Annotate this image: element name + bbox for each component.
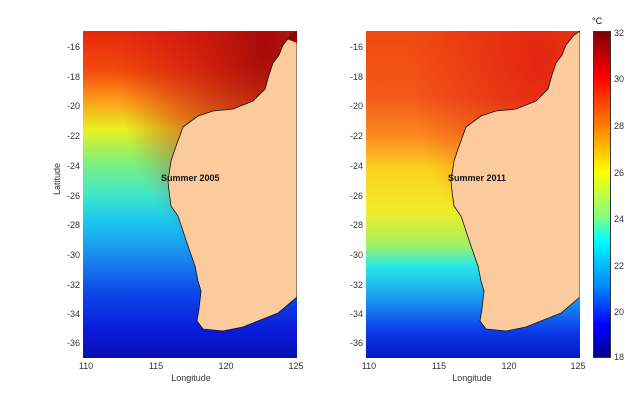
x-tick: 115 — [148, 361, 164, 371]
map-2005-graphic — [83, 31, 297, 358]
y-tick: -32 — [349, 280, 363, 290]
colorbar-tick: 32 — [614, 28, 625, 38]
y-tick: -16 — [349, 42, 363, 52]
sst-map-2011 — [366, 31, 580, 358]
y-tick: -34 — [349, 309, 363, 319]
y-tick: -32 — [66, 280, 80, 290]
colorbar-tick: 26 — [614, 168, 625, 178]
x-axis-label-right: Longitude — [452, 373, 492, 383]
x-tick: 110 — [78, 361, 94, 371]
y-tick: -26 — [66, 191, 80, 201]
x-tick: 125 — [288, 361, 304, 371]
x-axis-label-left: Longitude — [171, 373, 211, 383]
y-tick: -22 — [349, 131, 363, 141]
y-tick: -20 — [349, 101, 363, 111]
y-tick: -24 — [349, 161, 363, 171]
y-tick: -36 — [349, 338, 363, 348]
x-tick: 125 — [570, 361, 586, 371]
y-tick: -26 — [349, 191, 363, 201]
y-axis-label: Latitude — [52, 162, 62, 195]
colorbar-tick: 20 — [614, 307, 625, 317]
x-tick: 110 — [361, 361, 377, 371]
y-tick: -18 — [349, 72, 363, 82]
x-tick: 115 — [431, 361, 447, 371]
annotation-summer-2005: Summer 2005 — [161, 173, 220, 183]
y-tick: -18 — [66, 72, 80, 82]
land-australia — [167, 31, 297, 332]
y-tick: -24 — [66, 161, 80, 171]
y-tick: -36 — [66, 338, 80, 348]
y-tick: -28 — [349, 220, 363, 230]
y-tick: -16 — [66, 42, 80, 52]
y-tick: -34 — [66, 309, 80, 319]
sst-map-2005 — [83, 31, 297, 358]
y-tick: -30 — [66, 250, 80, 260]
map-2011-graphic — [366, 31, 580, 358]
y-tick: -30 — [349, 250, 363, 260]
colorbar-tick: 30 — [614, 74, 625, 84]
x-tick: 120 — [218, 361, 234, 371]
x-tick: 120 — [501, 361, 517, 371]
colorbar-tick: 24 — [614, 214, 625, 224]
land-australia — [450, 31, 580, 332]
colorbar-tick: 18 — [614, 352, 625, 362]
colorbar — [593, 31, 611, 358]
y-tick: -22 — [66, 131, 80, 141]
y-tick: -28 — [66, 220, 80, 230]
annotation-summer-2011: Summer 2011 — [448, 173, 507, 183]
colorbar-tick: 22 — [614, 261, 625, 271]
y-tick: -20 — [66, 101, 80, 111]
colorbar-unit: °C — [592, 16, 603, 26]
colorbar-tick: 28 — [614, 121, 625, 131]
